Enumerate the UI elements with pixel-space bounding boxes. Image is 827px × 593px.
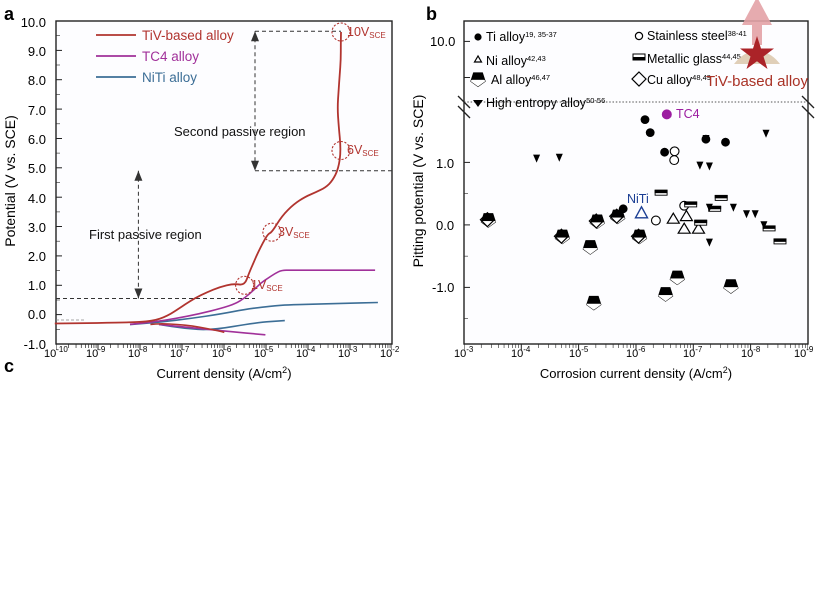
svg-text:TiV-based alloy: TiV-based alloy (706, 73, 808, 90)
svg-text:TC4 alloy: TC4 alloy (142, 49, 199, 64)
svg-text:TiV-based alloy: TiV-based alloy (142, 28, 234, 43)
svg-text:NiTi alloy: NiTi alloy (142, 70, 197, 85)
svg-text:TC4: TC4 (676, 107, 700, 121)
svg-text:NiTi: NiTi (627, 192, 649, 206)
svg-text:Second passive region: Second passive region (174, 124, 306, 139)
svg-text:First passive region: First passive region (89, 227, 202, 242)
